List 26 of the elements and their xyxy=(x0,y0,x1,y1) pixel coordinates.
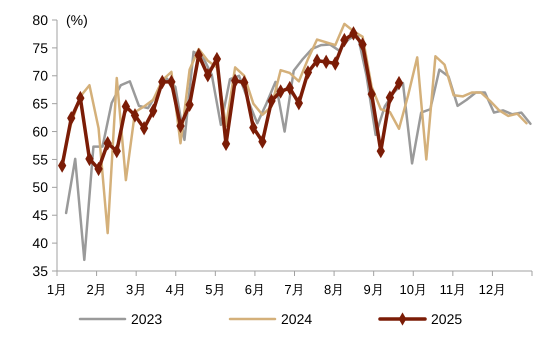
x-tick-label: 1月 xyxy=(46,282,68,297)
x-tick-label: 3月 xyxy=(126,282,146,297)
y-tick-label: 70 xyxy=(32,68,48,84)
y-tick-label: 55 xyxy=(32,151,48,168)
x-tick-label: 8月 xyxy=(324,282,344,297)
legend-label: 2023 xyxy=(131,310,162,327)
x-tick-label: 9月 xyxy=(364,282,384,297)
x-tick-label: 12月 xyxy=(478,282,506,297)
y-tick-label: 45 xyxy=(32,207,48,224)
y-tick-label: 60 xyxy=(32,123,48,140)
legend-label: 2025 xyxy=(431,310,462,327)
y-tick-label: 35 xyxy=(32,262,48,279)
x-tick-label: 10月 xyxy=(400,282,427,297)
x-tick-label: 5月 xyxy=(205,282,226,297)
legend-label: 2024 xyxy=(281,310,312,327)
y-axis-title: (%) xyxy=(66,12,88,28)
y-tick-label: 65 xyxy=(32,96,48,112)
y-tick-label: 80 xyxy=(32,12,48,28)
y-tick-label: 50 xyxy=(32,179,48,196)
x-tick-label: 7月 xyxy=(284,282,305,297)
x-tick-label: 6月 xyxy=(244,282,266,297)
x-tick-label: 11月 xyxy=(440,282,466,297)
x-tick-label: 2月 xyxy=(86,282,107,297)
y-tick-label: 75 xyxy=(32,40,48,56)
y-tick-label: 40 xyxy=(32,235,48,252)
x-tick-label: 4月 xyxy=(166,282,186,297)
